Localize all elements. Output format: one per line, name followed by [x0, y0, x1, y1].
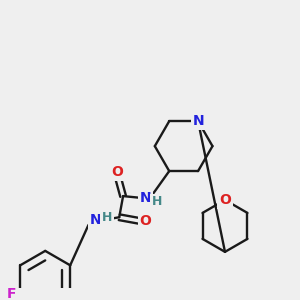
- Text: N: N: [140, 191, 151, 205]
- Text: F: F: [7, 287, 16, 300]
- Text: N: N: [89, 213, 101, 227]
- Text: H: H: [152, 195, 162, 208]
- Text: H: H: [102, 211, 112, 224]
- Text: N: N: [192, 114, 204, 128]
- Text: O: O: [111, 165, 123, 179]
- Text: O: O: [219, 193, 231, 207]
- Text: O: O: [139, 214, 151, 228]
